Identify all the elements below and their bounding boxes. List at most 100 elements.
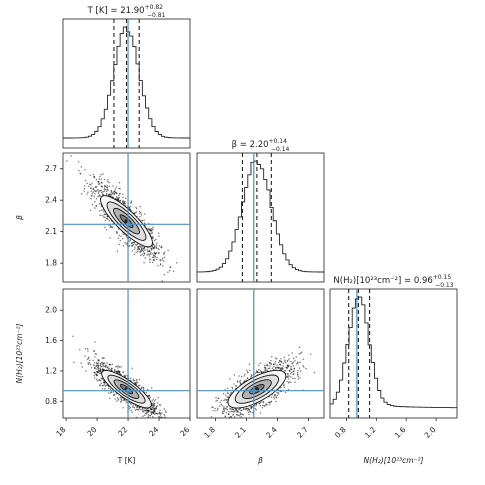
sample-point xyxy=(133,406,136,409)
sample-point xyxy=(282,365,285,367)
sample-point xyxy=(247,411,250,413)
sample-point xyxy=(149,407,152,410)
sample-point xyxy=(291,352,293,354)
sample-point xyxy=(110,191,113,193)
sample-point xyxy=(229,418,231,420)
sample-point xyxy=(94,353,96,355)
sample-point xyxy=(161,280,163,282)
sample-point xyxy=(287,373,289,375)
sample-point xyxy=(93,176,96,179)
sample-point xyxy=(225,399,227,401)
sample-point xyxy=(95,204,97,207)
sample-point xyxy=(159,409,161,411)
sample-point xyxy=(287,365,289,368)
sample-point xyxy=(148,229,150,231)
sample-point xyxy=(106,362,109,364)
sample-point xyxy=(144,257,146,259)
y-axis-label-1: β xyxy=(15,215,24,220)
sample-point xyxy=(226,405,229,408)
sample-point xyxy=(123,398,125,401)
sample-point xyxy=(143,246,146,248)
sample-point xyxy=(110,193,113,196)
sample-point xyxy=(99,362,102,365)
sample-point xyxy=(163,414,166,417)
sample-point xyxy=(290,376,292,378)
sample-point xyxy=(223,399,225,402)
sample-point xyxy=(100,185,103,187)
sample-point xyxy=(223,405,225,408)
sample-point xyxy=(248,417,251,418)
sample-point xyxy=(99,195,102,197)
sample-point xyxy=(171,423,173,425)
sample-point xyxy=(103,381,106,384)
title-main: T [K] = 21.90 xyxy=(87,6,145,16)
y-tick-label: 0.8 xyxy=(45,397,57,406)
sample-point xyxy=(239,381,241,383)
sample-point xyxy=(147,414,150,416)
sample-point xyxy=(123,375,126,378)
sample-point xyxy=(135,378,138,381)
sample-point xyxy=(137,246,139,248)
sample-point xyxy=(246,409,249,412)
sample-point xyxy=(154,413,156,415)
sample-point xyxy=(167,421,169,423)
sample-point xyxy=(235,385,238,387)
sample-point xyxy=(280,361,283,364)
sample-point xyxy=(105,190,108,193)
sample-point xyxy=(87,350,89,352)
sample-point xyxy=(109,388,112,390)
sample-point xyxy=(86,182,89,185)
sample-point xyxy=(294,381,296,383)
sample-point xyxy=(80,193,83,195)
sample-point xyxy=(230,410,232,413)
sample-point xyxy=(142,387,145,389)
sample-point xyxy=(210,416,213,418)
sample-point xyxy=(144,409,147,412)
sample-point xyxy=(115,186,118,188)
sample-point xyxy=(284,391,287,394)
sample-point xyxy=(219,419,221,421)
sample-point xyxy=(229,392,232,394)
sample-point xyxy=(133,379,136,382)
sample-point xyxy=(161,412,163,414)
sample-point xyxy=(162,260,165,262)
sample-point xyxy=(294,360,296,362)
sample-point xyxy=(90,187,92,189)
sample-point xyxy=(159,420,161,422)
x-tick-label: 20 xyxy=(85,425,98,438)
sample-point xyxy=(125,400,127,402)
sample-point xyxy=(153,246,156,248)
sample-point xyxy=(273,397,276,400)
sample-point xyxy=(103,211,105,213)
sample-point xyxy=(99,214,101,217)
sample-point xyxy=(258,402,260,405)
sample-point xyxy=(105,186,108,188)
sample-point xyxy=(160,246,163,249)
y-tick-label: 1.2 xyxy=(45,366,57,375)
density-panel-2-0 xyxy=(62,288,191,425)
sample-point xyxy=(288,358,290,360)
sample-point xyxy=(155,244,158,246)
sample-point xyxy=(229,378,231,380)
sample-point xyxy=(235,408,237,410)
sample-point xyxy=(167,249,169,252)
sample-point xyxy=(254,372,257,374)
sample-point xyxy=(136,380,138,382)
sample-point xyxy=(109,195,112,197)
sample-point xyxy=(112,190,115,193)
sample-point xyxy=(271,367,274,369)
sample-point xyxy=(125,374,127,377)
sample-point xyxy=(99,384,102,387)
sample-point xyxy=(130,403,133,405)
sample-point xyxy=(288,354,290,357)
x-tick-label: 2.4 xyxy=(264,425,279,440)
sample-point xyxy=(286,359,289,362)
sample-point xyxy=(111,226,113,228)
sample-point xyxy=(107,181,109,183)
sample-point xyxy=(157,402,159,404)
sample-point xyxy=(167,419,169,421)
sample-point xyxy=(92,187,95,190)
sample-point xyxy=(102,193,105,196)
sample-point xyxy=(118,366,121,368)
sample-point xyxy=(296,371,299,374)
